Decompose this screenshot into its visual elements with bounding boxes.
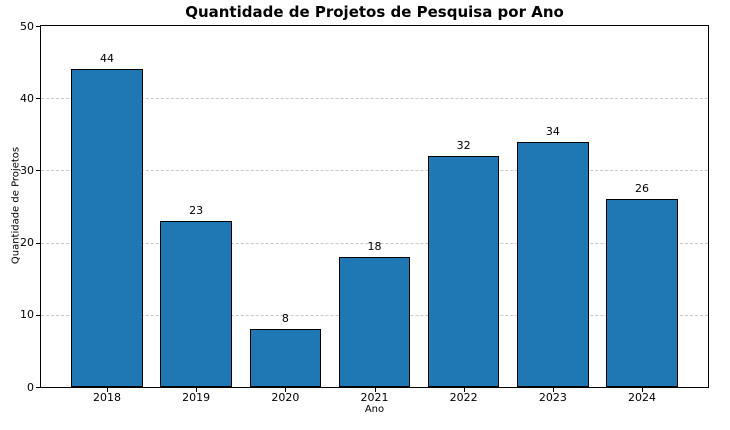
gridline-y-20 <box>41 242 708 244</box>
x-tick-label-2021: 2021 <box>360 391 389 404</box>
y-tick-label-10: 10 <box>20 308 34 322</box>
x-tick-mark-2019 <box>196 388 198 392</box>
bar-value-label-2022: 32 <box>456 138 471 152</box>
y-tick-mark-0 <box>36 387 40 388</box>
bar-value-label-2024: 26 <box>635 182 649 196</box>
bar-2024 <box>606 199 678 387</box>
x-tick-mark-2024 <box>642 388 643 392</box>
y-tick-mark-20 <box>36 242 40 244</box>
bar-2019 <box>160 220 232 387</box>
x-axis-label: Ano <box>364 404 385 415</box>
y-tick-label-0: 0 <box>27 380 34 394</box>
x-tick-mark-2021 <box>374 388 376 392</box>
y-axis-label: Quantidade de Projetos <box>10 146 22 265</box>
x-tick-mark-2020 <box>285 388 287 392</box>
gridline-y-30 <box>41 170 708 172</box>
y-tick-label-50: 50 <box>20 19 34 33</box>
chart-title: Quantidade de Projetos de Pesquisa por A… <box>185 3 564 21</box>
bar-2022 <box>428 155 500 387</box>
x-tick-label-2018: 2018 <box>92 391 121 404</box>
y-tick-mark-30 <box>36 170 40 172</box>
y-tick-mark-50 <box>36 26 40 27</box>
bar-2023 <box>517 141 589 387</box>
x-tick-label-2020: 2020 <box>271 391 300 404</box>
bar-value-label-2023: 34 <box>545 124 560 138</box>
bar-value-label-2021: 18 <box>367 240 382 254</box>
y-tick-mark-10 <box>36 314 40 316</box>
bar-value-label-2020: 8 <box>281 312 289 326</box>
bar-2020 <box>249 329 321 387</box>
x-tick-label-2023: 2023 <box>538 391 567 404</box>
x-tick-label-2019: 2019 <box>182 391 211 404</box>
y-tick-label-20: 20 <box>20 236 34 250</box>
bar-2021 <box>338 257 411 387</box>
x-tick-label-2022: 2022 <box>449 391 478 404</box>
bar-value-label-2018: 44 <box>99 52 114 66</box>
y-tick-label-30: 30 <box>20 163 34 177</box>
x-tick-label-2024: 2024 <box>628 391 656 404</box>
y-tick-label-40: 40 <box>20 91 34 105</box>
x-tick-mark-2018 <box>106 388 108 392</box>
gridline-y-40 <box>41 98 708 100</box>
bar-2018 <box>71 69 143 387</box>
plot-area: 44 23 8 18 32 34 26 <box>40 25 709 388</box>
bar-value-label-2019: 23 <box>189 203 204 217</box>
y-tick-mark-40 <box>36 98 40 100</box>
x-tick-mark-2022 <box>463 388 465 392</box>
x-tick-mark-2023 <box>552 388 554 392</box>
